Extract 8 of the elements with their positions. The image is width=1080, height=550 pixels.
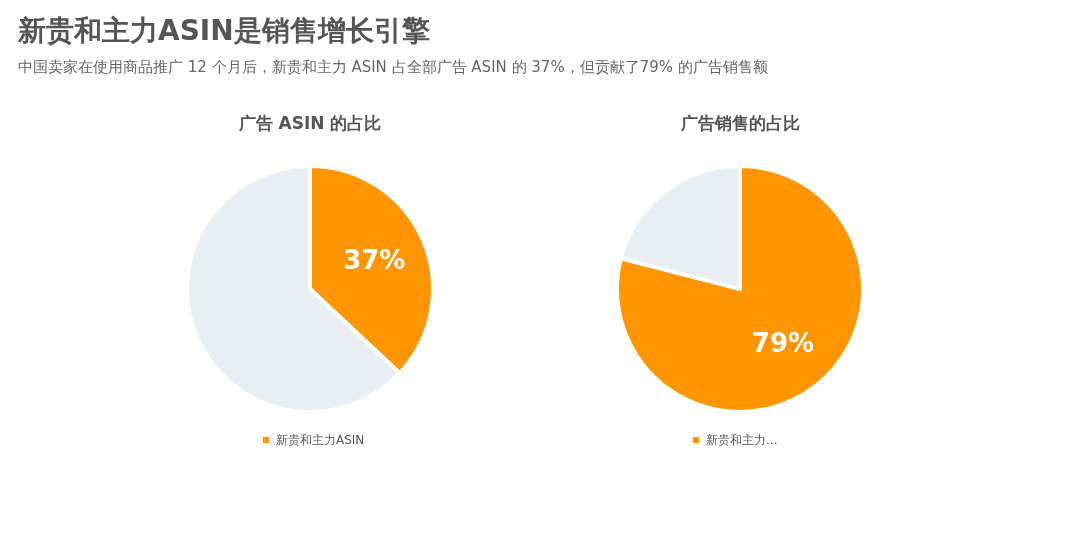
legend-label: 新贵和主力... bbox=[706, 433, 778, 447]
chart-subtitle: 中国卖家在使用商品推广 12 个月后，新贵和主力 ASIN 占全部广告 ASIN 的 37%，但贡献了79% 的广告销售额 bbox=[18, 58, 768, 76]
text: 广告 ASIN 的占比 bbox=[237, 113, 382, 133]
data-label: 79% bbox=[751, 328, 815, 359]
text: 广告销售的占比 bbox=[679, 113, 800, 133]
chart-title: 新贵和主力ASIN是销售增长引擎 bbox=[17, 14, 430, 47]
legend-label: 新贵和主力ASIN bbox=[276, 433, 365, 447]
data-label: 37% bbox=[343, 245, 406, 276]
